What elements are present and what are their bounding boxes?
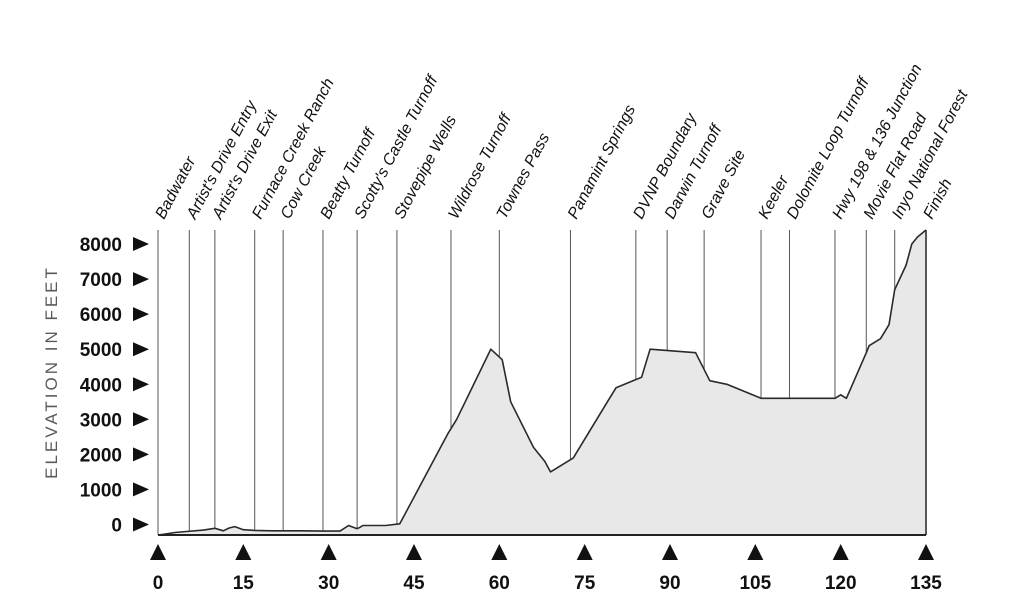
- landmark-label: Panamint Springs: [565, 102, 639, 221]
- y-tick-label: 0: [111, 516, 122, 537]
- x-tick-label: 90: [659, 573, 680, 594]
- axes: [158, 230, 927, 536]
- y-tick-arrow-icon: [133, 377, 149, 392]
- x-tick-label: 15: [233, 573, 255, 594]
- x-tick-arrow-icon: [832, 544, 849, 560]
- y-tick-label: 6000: [80, 305, 122, 326]
- x-tick-arrow-icon: [491, 544, 508, 560]
- y-tick-arrow-icon: [133, 517, 149, 532]
- x-tick-arrow-icon: [747, 544, 764, 560]
- x-ticks: 0 15 30 45 60 75 90 105 120 135: [150, 544, 942, 594]
- x-tick-label: 60: [489, 573, 510, 594]
- elevation-line: [157, 229, 927, 536]
- y-tick-arrow-icon: [133, 482, 149, 497]
- y-axis-label: ELEVATION IN FEET: [42, 265, 61, 479]
- x-tick-arrow-icon: [235, 544, 252, 560]
- x-tick-arrow-icon: [918, 544, 934, 560]
- x-tick-label: 75: [574, 573, 596, 594]
- y-tick-arrow-icon: [133, 447, 149, 462]
- y-tick-label: 8000: [80, 235, 122, 256]
- landmark-label: Finish: [921, 176, 956, 222]
- x-tick-arrow-icon: [150, 544, 166, 560]
- y-tick-label: 5000: [80, 340, 122, 361]
- y-tick-label: 1000: [80, 480, 122, 501]
- x-tick-label: 0: [153, 573, 164, 594]
- y-tick-label: 3000: [80, 410, 122, 431]
- y-ticks: 0 1000 2000 3000 4000 5000 6000 7000 8000: [80, 235, 149, 537]
- plot-area: [157, 229, 927, 536]
- y-tick-arrow-icon: [133, 342, 149, 357]
- x-tick-arrow-icon: [662, 544, 678, 560]
- x-tick-label: 45: [403, 573, 425, 594]
- y-tick-label: 4000: [80, 375, 122, 396]
- y-tick-arrow-icon: [133, 272, 149, 287]
- x-tick-label: 105: [739, 573, 771, 594]
- y-tick-arrow-icon: [133, 307, 149, 322]
- y-tick-arrow-icon: [133, 237, 149, 251]
- landmark-label: Townes Pass: [494, 130, 553, 221]
- elevation-area: [158, 230, 926, 535]
- x-tick-label: 135: [910, 573, 942, 594]
- x-tick-arrow-icon: [406, 544, 422, 560]
- y-tick-arrow-icon: [133, 412, 149, 427]
- y-tick-label: 7000: [80, 270, 122, 291]
- x-tick-arrow-icon: [576, 544, 593, 560]
- x-tick-label: 30: [318, 573, 339, 594]
- x-tick-label: 120: [825, 573, 857, 594]
- landmark-label: Dolomite Loop Turnoff: [784, 74, 874, 222]
- y-tick-label: 2000: [80, 445, 122, 466]
- x-tick-arrow-icon: [320, 544, 337, 560]
